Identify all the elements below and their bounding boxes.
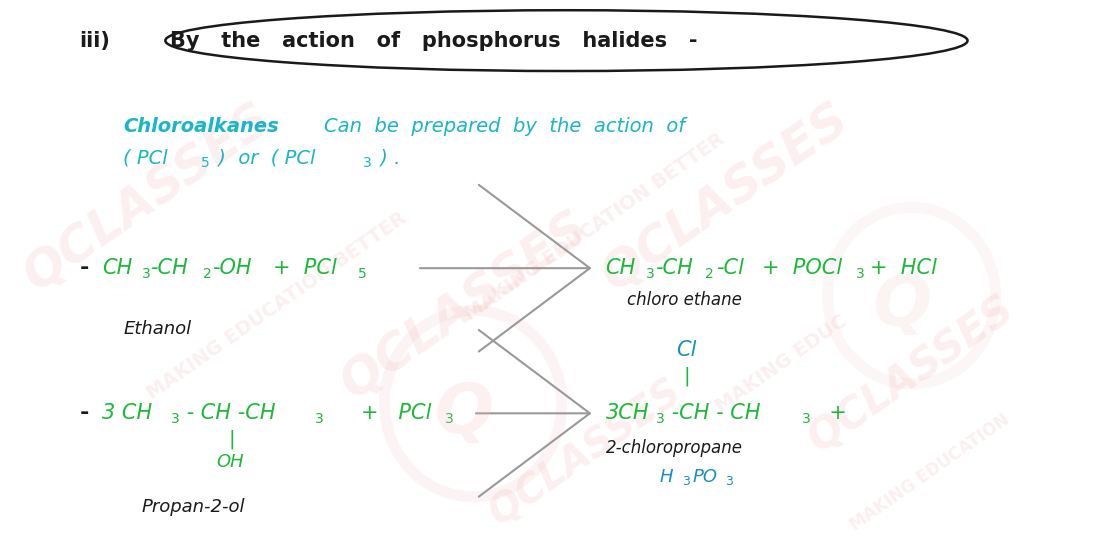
Text: -: - xyxy=(80,403,89,423)
Text: MAKING EDUC: MAKING EDUC xyxy=(712,312,850,417)
Text: QCLASSES: QCLASSES xyxy=(14,95,280,300)
Text: +  POCl: + POCl xyxy=(762,258,843,278)
Text: Propan-2-ol: Propan-2-ol xyxy=(142,497,246,516)
Text: -OH: -OH xyxy=(212,258,251,278)
Text: Chloroalkanes: Chloroalkanes xyxy=(124,117,279,136)
Text: 3: 3 xyxy=(682,475,690,489)
Text: QCLASSES: QCLASSES xyxy=(331,203,597,408)
Text: 3: 3 xyxy=(646,267,655,281)
Text: |: | xyxy=(228,429,235,449)
Text: 5: 5 xyxy=(359,267,367,281)
Text: MAKING EDUCATION BETTER: MAKING EDUCATION BETTER xyxy=(461,130,728,325)
Text: Cl: Cl xyxy=(677,340,697,360)
Text: MAKING EDUCATION: MAKING EDUCATION xyxy=(847,411,1013,534)
Text: ) .: ) . xyxy=(374,149,401,168)
Text: MAKING EDUCATION BETTER: MAKING EDUCATION BETTER xyxy=(144,208,411,403)
Text: iii): iii) xyxy=(80,30,110,50)
Text: QCLASSES: QCLASSES xyxy=(482,372,689,533)
Text: CH: CH xyxy=(102,258,132,278)
Text: -CH - CH: -CH - CH xyxy=(666,403,761,423)
Text: 5: 5 xyxy=(201,156,210,170)
Text: Can  be  prepared  by  the  action  of: Can be prepared by the action of xyxy=(324,117,685,136)
Text: |: | xyxy=(684,366,691,386)
Text: +   PCl: + PCl xyxy=(361,403,432,423)
Text: -Cl: -Cl xyxy=(716,258,743,278)
Text: +  PCl: + PCl xyxy=(272,258,337,278)
Text: PO: PO xyxy=(692,468,717,486)
Text: Ethanol: Ethanol xyxy=(124,320,191,338)
Text: chloro ethane: chloro ethane xyxy=(627,290,742,309)
Text: ( PCl: ( PCl xyxy=(124,149,168,168)
Text: 2: 2 xyxy=(705,267,714,281)
Text: +  HCl: + HCl xyxy=(870,258,937,278)
Text: 3: 3 xyxy=(142,267,151,281)
Text: 3: 3 xyxy=(656,412,665,426)
Text: 3: 3 xyxy=(801,412,810,426)
Text: 3: 3 xyxy=(171,412,179,426)
Text: 3: 3 xyxy=(363,156,372,170)
Text: -CH: -CH xyxy=(151,258,188,278)
Text: Q: Q xyxy=(872,272,932,339)
Text: 2-chloropropane: 2-chloropropane xyxy=(606,439,742,456)
Text: -: - xyxy=(80,258,89,278)
Text: +: + xyxy=(816,403,847,423)
Text: H: H xyxy=(660,468,673,486)
Text: 3: 3 xyxy=(725,475,733,489)
Text: - CH -CH: - CH -CH xyxy=(180,403,275,423)
Text: OH: OH xyxy=(216,453,244,471)
Text: -CH: -CH xyxy=(655,258,693,278)
Text: )  or  ( PCl: ) or ( PCl xyxy=(212,149,316,168)
Text: 2: 2 xyxy=(202,267,211,281)
Text: 3CH: 3CH xyxy=(606,403,649,423)
Text: 3: 3 xyxy=(856,267,865,281)
Text: 3: 3 xyxy=(445,412,454,426)
Text: Q: Q xyxy=(434,380,493,447)
Text: QCLASSES: QCLASSES xyxy=(800,288,1023,460)
Text: 3 CH: 3 CH xyxy=(102,403,152,423)
Text: By   the   action   of   phosphorus   halides   -: By the action of phosphorus halides - xyxy=(171,30,697,50)
Text: QCLASSES: QCLASSES xyxy=(592,95,858,300)
Text: CH: CH xyxy=(606,258,636,278)
Text: 3: 3 xyxy=(315,412,324,426)
